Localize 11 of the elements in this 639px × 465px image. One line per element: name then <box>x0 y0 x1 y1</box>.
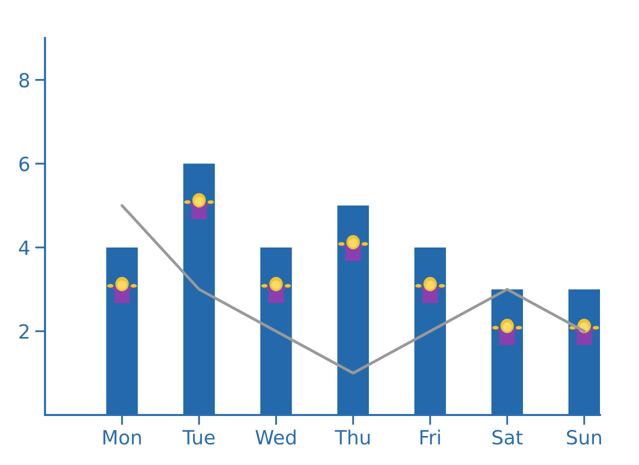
x-tick-label: Tue <box>182 430 215 445</box>
y-tick-label: 8 <box>19 72 30 88</box>
x-tick-label: Sat <box>492 430 523 445</box>
y-tick-label: 2 <box>19 324 28 339</box>
y-tick-label: 4 <box>18 240 30 255</box>
x-tick-label: Mon <box>103 430 141 445</box>
y-tick-label: 6 <box>19 156 30 172</box>
x-tick-label: Wed <box>256 430 296 445</box>
x-tick-label: Fri <box>420 430 440 444</box>
x-tick-label: Thu <box>334 430 370 445</box>
x-tick-label: Sun <box>566 430 602 445</box>
